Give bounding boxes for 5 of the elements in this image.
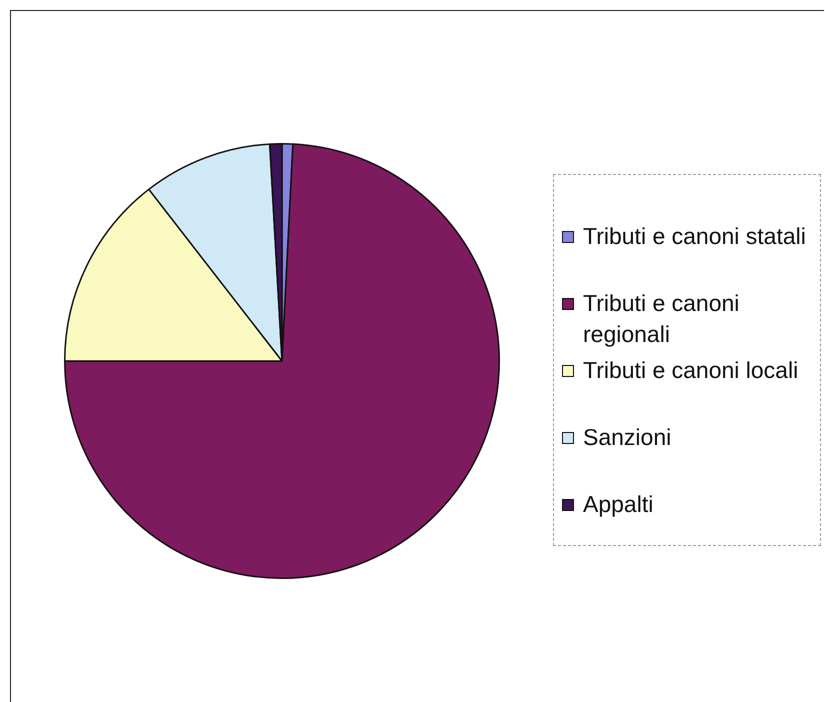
legend-label: Tributi e canoni regionali (583, 289, 740, 349)
legend-label: Sanzioni (583, 423, 672, 452)
legend-label: Appalti (583, 490, 654, 519)
legend-label: Tributi e canoni statali (583, 222, 807, 251)
legend-label: Tributi e canoni locali (583, 356, 800, 385)
